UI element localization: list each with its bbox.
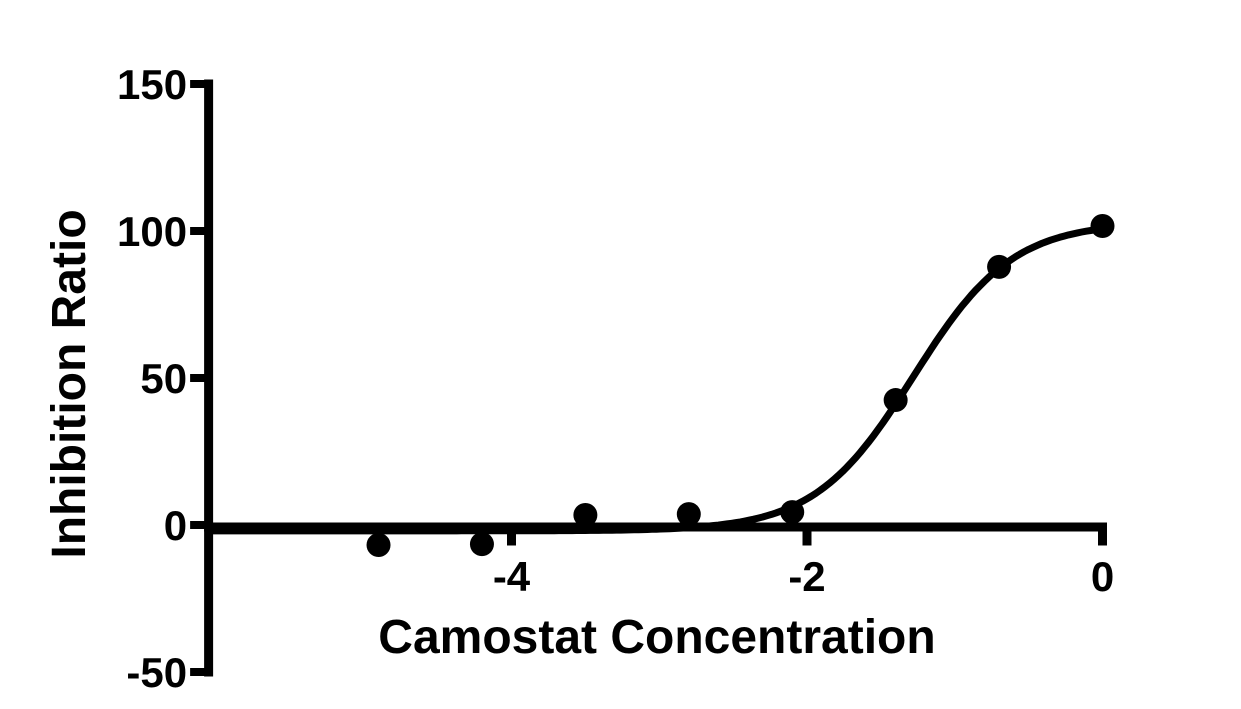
data-points	[366, 214, 1115, 557]
y-tick-label: 150	[117, 61, 187, 108]
data-point	[676, 502, 701, 527]
fit-curve-line	[209, 225, 1103, 535]
axes	[190, 79, 1107, 677]
y-axis-title: Inhibition Ratio	[43, 209, 96, 558]
data-point	[1090, 214, 1115, 239]
y-tick-label: 50	[140, 355, 187, 402]
data-point	[883, 388, 908, 413]
x-tick-label: -2	[788, 553, 825, 600]
data-point	[469, 532, 494, 557]
data-point	[987, 254, 1012, 279]
x-axis-title: Camostat Concentration	[378, 611, 935, 664]
x-tick-label: 0	[1091, 553, 1114, 600]
y-tick-label: -50	[126, 649, 187, 696]
y-tick-label: 100	[117, 208, 187, 255]
data-point	[366, 532, 391, 557]
data-point	[780, 500, 805, 525]
data-point	[573, 503, 598, 528]
tick-labels: -50 0 50 100 150 -4 -2 0	[117, 61, 1114, 696]
x-tick-label: -4	[493, 553, 531, 600]
y-tick-label: 0	[164, 502, 187, 549]
